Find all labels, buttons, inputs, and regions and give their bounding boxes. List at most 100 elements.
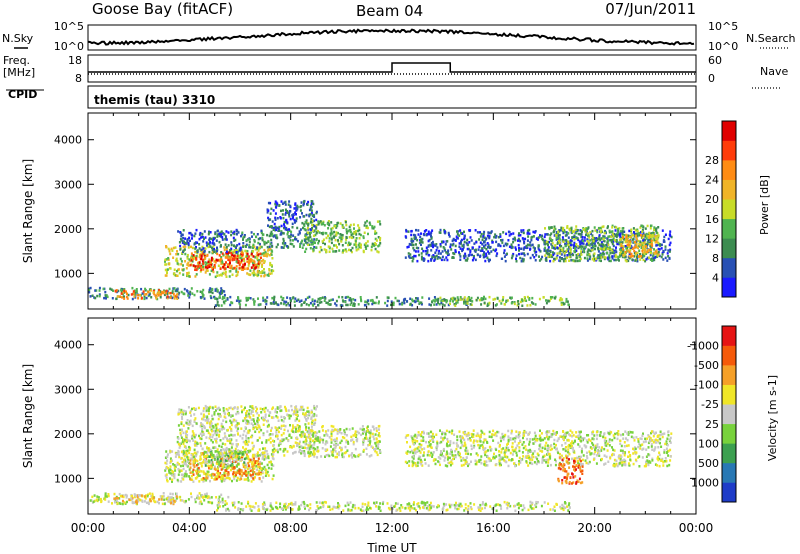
power-cell [269, 232, 272, 235]
power-cell [646, 256, 649, 260]
power-cell [89, 295, 92, 298]
power-cell [295, 217, 298, 220]
power-cell [314, 241, 316, 245]
velocity-cell [198, 497, 201, 500]
velocity-cell [241, 474, 244, 477]
power-cell [268, 254, 271, 257]
velocity-cell [242, 446, 244, 449]
power-cell [612, 237, 615, 240]
power-cell [602, 243, 605, 246]
power-cell [641, 224, 644, 228]
power-ytick-label: 4000 [54, 134, 82, 147]
power-cell [182, 245, 185, 249]
velocity-cell [226, 457, 229, 460]
velocity-cell [204, 458, 206, 461]
power-cell [660, 255, 663, 259]
power-cell [430, 242, 433, 245]
power-cell [544, 246, 547, 250]
power-cell [229, 249, 232, 252]
power-cell [348, 248, 350, 252]
power-cell [220, 256, 223, 259]
velocity-cell [283, 428, 286, 432]
velocity-cell [115, 500, 118, 504]
power-cell [345, 250, 348, 253]
velocity-cell [227, 457, 230, 460]
power-cell [668, 256, 671, 260]
velocity-cell [256, 472, 259, 476]
power-cell [164, 260, 166, 263]
velocity-cell [166, 497, 169, 500]
power-cell [567, 236, 570, 239]
power-cell [218, 234, 221, 238]
power-cell [307, 243, 310, 246]
power-cell [307, 223, 310, 226]
power-cell [482, 233, 485, 236]
power-cell [285, 303, 288, 307]
velocity-cell [220, 424, 223, 428]
power-cell [517, 237, 520, 241]
power-cell [582, 239, 585, 243]
velocity-cell [264, 474, 267, 477]
power-cell [365, 242, 368, 245]
power-cell [563, 254, 566, 257]
velocity-cell [313, 412, 316, 416]
velocity-cell [166, 480, 169, 483]
power-cell [372, 227, 375, 230]
velocity-cell [232, 467, 235, 471]
power-cell [461, 244, 464, 248]
power-cell [220, 290, 222, 293]
power-cell [455, 302, 457, 305]
velocity-cell [201, 496, 204, 499]
beam-title: Beam 04 [356, 2, 423, 20]
power-cell [537, 247, 540, 250]
power-cell [481, 249, 484, 252]
power-cell [240, 252, 243, 256]
power-cell [657, 241, 660, 244]
velocity-cell [280, 415, 283, 419]
power-cell [214, 297, 217, 300]
power-cell [233, 232, 236, 236]
velocity-cell [194, 457, 196, 461]
power-cell [515, 257, 517, 260]
power-cell [222, 289, 224, 293]
power-cell [335, 250, 338, 253]
velocity-cell [296, 437, 299, 441]
power-cell [285, 300, 288, 304]
power-cell [288, 304, 291, 307]
power-cell [221, 291, 224, 295]
velocity-cell [190, 453, 193, 457]
power-cell [357, 229, 359, 233]
power-cell [642, 231, 645, 235]
velocity-cell [165, 473, 168, 476]
power-cell [237, 259, 240, 263]
velocity-cell [226, 473, 229, 476]
power-cell [192, 254, 195, 257]
power-cell [220, 251, 223, 254]
power-cell [214, 232, 217, 236]
velocity-cell [217, 412, 220, 416]
power-cell [274, 216, 277, 220]
power-cell [308, 231, 311, 235]
power-cell [519, 256, 522, 260]
velocity-cell [219, 455, 222, 458]
velocity-cell [242, 465, 245, 469]
power-cell [420, 303, 423, 306]
power-cell [256, 258, 259, 262]
velocity-cell [133, 493, 136, 496]
power-cell [341, 296, 344, 299]
velocity-cell [214, 431, 217, 435]
power-cell [518, 232, 520, 235]
velocity-cell [215, 433, 218, 437]
power-cell [577, 252, 580, 256]
velocity-cell [221, 456, 224, 459]
power-cell [598, 234, 601, 237]
velocity-cell [293, 451, 296, 454]
power-cell [435, 303, 438, 306]
velocity-cell [279, 448, 282, 451]
velocity-cell [222, 419, 225, 422]
velocity-cell [252, 407, 255, 410]
power-cell [216, 252, 219, 256]
power-cell [249, 273, 252, 277]
power-cell [556, 253, 559, 257]
velocity-cell [298, 450, 301, 454]
